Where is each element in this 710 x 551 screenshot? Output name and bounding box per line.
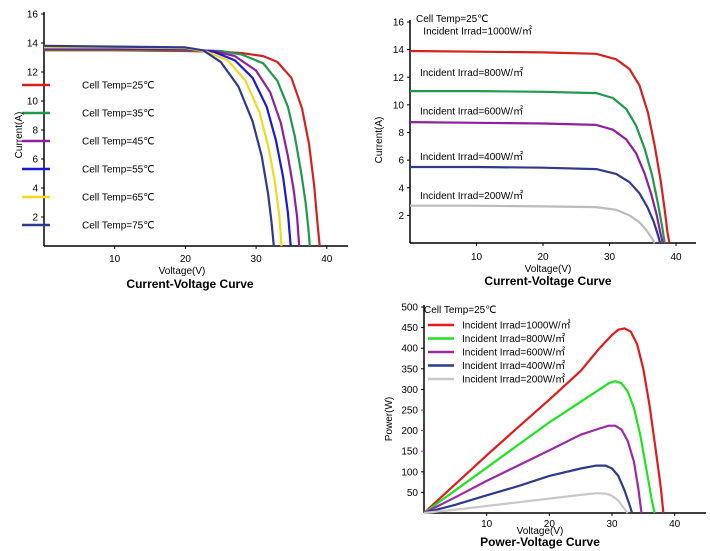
y-tick-label: 8 [398,128,404,139]
y-tick-label: 14 [393,45,405,56]
x-tick-label: 20 [544,519,556,530]
series-label: Incident Irrad=400W/㎡ [420,151,523,163]
y-tick-label: 16 [393,18,405,29]
chart-title: Current-Voltage Curve [484,274,611,288]
y-tick-label: 350 [401,364,418,375]
y-tick-label: 4 [398,183,404,194]
series-line-3 [423,464,634,515]
legend-label: Cell Temp=75℃ [82,221,154,232]
x-tick-label: 30 [604,252,616,263]
x-tick-label: 40 [321,254,333,265]
y-tick-label: 250 [401,406,418,417]
x-tick-label: 20 [537,252,549,263]
legend-label: Cell Temp=25℃ [82,81,154,92]
y-tick-label: 2 [32,213,38,224]
legend-label: Cell Temp=35℃ [82,109,154,120]
x-axis-label: Voltage(V) [525,264,572,275]
series-line-3 [44,47,292,247]
y-tick-label: 12 [393,73,405,84]
x-tick-label: 20 [180,254,192,265]
y-tick-label: 400 [401,344,418,355]
cell-temp-annotation: Cell Temp=25℃ [416,14,488,25]
series-line-4 [410,204,656,244]
series-label: Incident Irrad=200W/㎡ [420,190,523,202]
legend-label: Cell Temp=65℃ [82,193,154,204]
series-line-1 [410,90,666,244]
chart-title: Current-Voltage Curve [126,277,253,291]
y-axis-label: Power(W) [384,397,395,441]
y-tick-label: 200 [401,426,418,437]
y-tick-label: 6 [398,156,404,167]
series-line-2 [409,121,664,244]
series-label: Incident Irrad=800W/㎡ [420,67,523,79]
y-axis-label: Current(A) [14,112,25,159]
y-tick-label: 100 [401,467,418,478]
y-tick-label: 4 [32,184,38,195]
x-tick-label: 40 [670,252,682,263]
series-line-3 [410,165,662,244]
y-tick-label: 2 [398,211,404,222]
series-label: Incident Irrad=600W/㎡ [420,106,523,118]
series-label: Incident Irrad=1000W/㎡ [423,25,532,37]
y-tick-label: 150 [401,447,418,458]
y-tick-label: 14 [27,39,39,50]
legend-label: Incident Irrad=200W/㎡ [462,374,565,386]
y-tick-label: 450 [401,323,418,334]
series-line-2 [423,424,643,514]
x-tick-label: 10 [481,519,493,530]
y-tick-label: 6 [32,155,38,166]
legend-label: Cell Temp=45℃ [82,137,154,148]
x-tick-label: 30 [251,254,263,265]
legend-label: Incident Irrad=1000W/㎡ [462,320,571,332]
y-tick-label: 16 [27,10,39,21]
series-line-4 [423,492,629,515]
series-line-4 [44,46,283,247]
chart-title: Power-Voltage Curve [480,535,600,549]
legend-label: Cell Temp=55℃ [82,165,154,176]
series-line-1 [423,380,656,514]
series-line-0 [423,327,665,514]
x-tick-label: 40 [669,519,681,530]
y-tick-label: 500 [401,303,418,314]
x-tick-label: 30 [606,519,618,530]
x-axis-label: Voltage(V) [517,526,564,537]
x-tick-label: 10 [471,252,483,263]
x-axis-label: Voltage(V) [159,266,206,277]
legend-label: Incident Irrad=400W/㎡ [462,360,565,372]
series-line-5 [43,44,275,247]
iv-irradiance-chart: 10 20 30 40 2 4 6 8 10 12 14 16 Incident Irrad=1000… [374,14,696,288]
series-line-0 [409,49,671,244]
y-tick-label: 10 [27,97,39,108]
y-axis-label: Current(A) [374,117,385,164]
legend-label: Incident Irrad=800W/㎡ [462,333,565,345]
legend-label: Incident Irrad=600W/㎡ [462,347,565,359]
iv-temperature-chart: 10 20 30 40 2 4 6 8 10 12 14 16 Cell Temp=25℃ Cell T… [14,10,348,291]
y-tick-label: 300 [401,385,418,396]
y-tick-label: 8 [32,126,38,137]
y-tick-label: 10 [393,100,405,111]
cell-temp-annotation: Cell Temp=25℃ [424,305,496,316]
y-tick-label: 50 [407,488,419,499]
y-tick-label: 12 [27,68,39,79]
pv-irradiance-chart: 10 20 30 40 50 100 150 200 250 300 350 400 450 500 In… [384,303,706,549]
x-tick-label: 10 [109,254,121,265]
